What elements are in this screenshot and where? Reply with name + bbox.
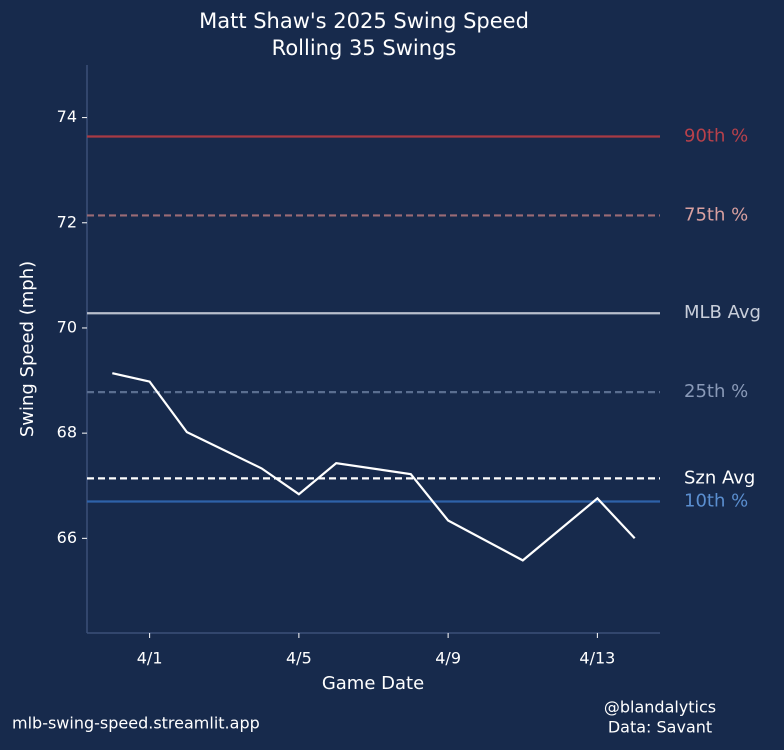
x-tick-label: 4/1 [137, 649, 163, 668]
y-tick-label: 72 [57, 212, 77, 231]
footer-handle: @blandalytics [604, 698, 716, 717]
x-tick-label: 4/9 [435, 649, 461, 668]
reference-label: 25th % [684, 381, 748, 402]
reference-label: Szn Avg [684, 467, 755, 488]
x-axis-label: Game Date [322, 673, 424, 694]
chart-title: Matt Shaw's 2025 Swing Speed [199, 9, 529, 33]
chart-subtitle: Rolling 35 Swings [272, 36, 457, 60]
y-tick-label: 74 [57, 107, 77, 126]
y-axis-label: Swing Speed (mph) [17, 261, 38, 437]
data-line [112, 372, 636, 562]
footer-source: Data: Savant [608, 718, 712, 737]
reference-label: MLB Avg [684, 302, 761, 323]
reference-label: 90th % [684, 126, 748, 147]
y-tick-label: 70 [57, 317, 77, 336]
reference-label: 10th % [684, 491, 748, 512]
y-tick-label: 66 [57, 528, 77, 547]
x-tick-label: 4/5 [286, 649, 312, 668]
footer-site: mlb-swing-speed.streamlit.app [12, 714, 260, 733]
x-tick-label: 4/13 [579, 649, 615, 668]
y-tick-label: 68 [57, 423, 77, 442]
reference-label: 75th % [684, 204, 748, 225]
